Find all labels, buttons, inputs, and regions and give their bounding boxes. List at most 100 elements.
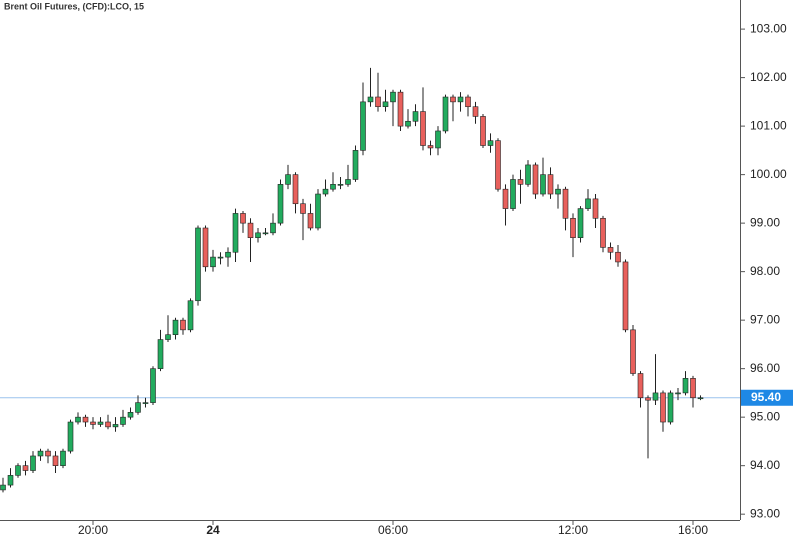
candle-body: [555, 188, 561, 195]
candle-body: [127, 412, 134, 418]
candle-body: [517, 179, 524, 185]
candle-body: [82, 416, 89, 423]
candle-body: [165, 334, 171, 340]
y-tick-label: 99.00: [750, 215, 780, 229]
candle-body: [345, 179, 351, 185]
candle-body: [360, 101, 366, 151]
candle-body: [382, 101, 389, 108]
candle-body: [300, 203, 306, 214]
candle-body: [232, 213, 239, 253]
chart-title: Brent Oil Futures, (CFD):LCO, 15: [4, 1, 144, 11]
candle-body: [60, 450, 66, 466]
candle-body: [210, 256, 216, 268]
x-tick-label: 06:00: [378, 523, 408, 537]
y-tick-label: 94.00: [750, 458, 780, 472]
candle-body: [15, 465, 21, 476]
candle-body: [600, 217, 606, 248]
candle-body: [637, 373, 644, 399]
candle-body: [22, 465, 29, 471]
candle-body: [270, 222, 276, 234]
candle-body: [690, 378, 696, 399]
candle-body: [247, 222, 254, 238]
y-tick-label: 101.00: [750, 118, 787, 132]
candle-body: [652, 392, 659, 401]
candle-body: [150, 368, 156, 403]
candle-body: [585, 198, 591, 209]
candle-body: [37, 450, 44, 457]
candle-body: [570, 217, 576, 238]
x-tick-label: 16:00: [678, 523, 708, 537]
candle-body: [225, 251, 231, 258]
candle-body: [697, 397, 704, 400]
candle-body: [322, 188, 329, 195]
y-tick-label: 100.00: [750, 167, 787, 181]
candle-body: [622, 261, 629, 331]
candle-body: [120, 416, 126, 425]
candle-body: [90, 421, 96, 425]
candle-body: [135, 402, 141, 413]
candle-body: [450, 96, 456, 103]
candle-body: [577, 208, 584, 238]
candle-body: [412, 111, 419, 122]
candle-body: [97, 421, 104, 425]
candle-body: [495, 140, 501, 190]
candle-body: [682, 378, 689, 394]
candle-body: [337, 184, 344, 186]
candle-body: [7, 475, 14, 486]
last-price-label: 95.40: [751, 390, 781, 404]
last-price-tag: [741, 389, 793, 406]
candle-body: [187, 300, 194, 331]
candle-body: [667, 392, 674, 423]
candle-body: [180, 319, 186, 331]
candle-body: [472, 106, 479, 117]
candle-body: [45, 450, 51, 457]
candle-body: [0, 484, 6, 491]
candle-body: [607, 247, 614, 253]
candle-body: [240, 213, 246, 224]
candle-body: [510, 179, 516, 209]
x-tick-label: 20:00: [78, 523, 108, 537]
candle-body: [532, 164, 539, 195]
candle-body: [615, 251, 621, 263]
candle-body: [292, 174, 299, 205]
candle-body: [675, 392, 681, 395]
candle-body: [52, 455, 59, 466]
candle-body: [480, 116, 486, 146]
candle-body: [525, 164, 531, 185]
candle-body: [330, 184, 336, 190]
y-tick-label: 96.00: [750, 361, 780, 375]
y-tick-label: 102.00: [750, 70, 787, 84]
candle-body: [307, 213, 314, 229]
candle-body: [660, 392, 666, 423]
candle-body: [315, 193, 321, 229]
candle-body: [67, 421, 74, 452]
candle-body: [157, 339, 164, 369]
candle-body: [630, 329, 636, 374]
candle-body: [112, 424, 119, 428]
candle-body: [465, 96, 471, 108]
candle-body: [435, 130, 441, 149]
candle-body: [375, 96, 381, 108]
candle-body: [390, 91, 396, 103]
y-tick-label: 93.00: [750, 506, 780, 520]
candle-body: [277, 184, 284, 224]
y-tick-label: 98.00: [750, 264, 780, 278]
candle-body: [202, 227, 209, 268]
candle-body: [285, 174, 291, 185]
x-tick-label: 12:00: [558, 523, 588, 537]
candle-body: [367, 96, 374, 103]
candle-body: [457, 96, 464, 103]
candle-body: [502, 188, 509, 209]
candle-body: [352, 150, 359, 180]
candle-body: [75, 416, 81, 423]
candle-body: [405, 120, 411, 127]
candle-body: [427, 145, 434, 149]
candle-body: [547, 174, 554, 195]
candle-body: [540, 174, 546, 195]
candle-body: [195, 227, 201, 302]
candle-body: [487, 140, 494, 146]
candle-body: [645, 397, 651, 401]
candle-body: [562, 188, 569, 219]
y-tick-label: 103.00: [750, 21, 787, 35]
